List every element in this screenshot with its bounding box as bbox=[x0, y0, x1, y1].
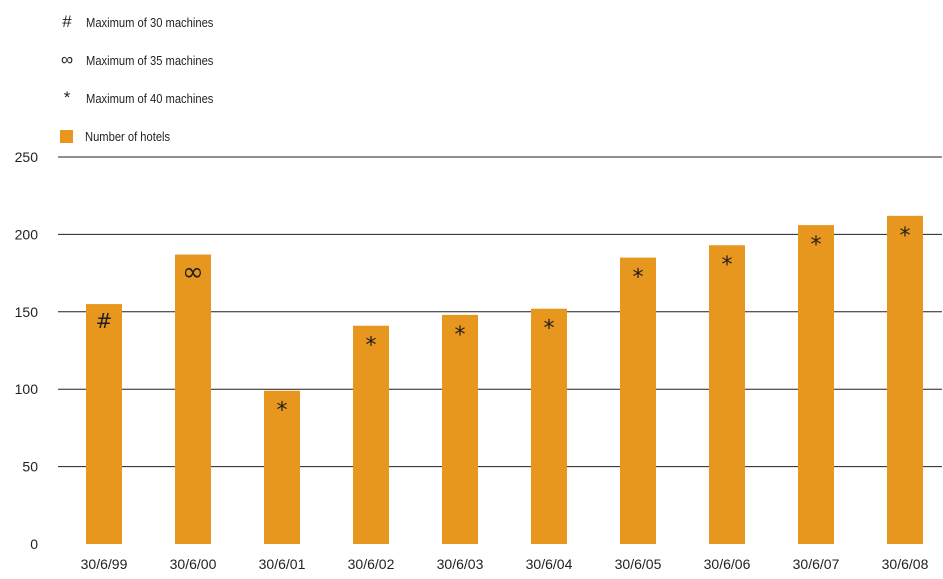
bar bbox=[709, 245, 745, 544]
asterisk-marker: * bbox=[277, 399, 288, 424]
x-tick-label: 30/6/01 bbox=[259, 556, 306, 572]
legend-item-40-machines: * Maximum of 40 machines bbox=[56, 88, 234, 108]
bar bbox=[86, 304, 122, 544]
bar bbox=[264, 390, 300, 544]
bar bbox=[798, 225, 834, 544]
bar bbox=[531, 308, 567, 544]
asterisk-marker: * bbox=[455, 323, 466, 348]
asterisk-marker: * bbox=[722, 253, 733, 278]
y-tick-label: 0 bbox=[30, 536, 38, 552]
legend-label: Maximum of 30 machines bbox=[86, 14, 214, 30]
legend-item-35-machines: ∞ Maximum of 35 machines bbox=[56, 50, 234, 70]
asterisk-marker: * bbox=[544, 317, 555, 342]
asterisk-marker: * bbox=[811, 233, 822, 258]
asterisk-marker: * bbox=[633, 266, 644, 291]
bar bbox=[887, 215, 923, 544]
legend-swatch bbox=[60, 129, 73, 143]
asterisk-marker: * bbox=[366, 334, 377, 359]
x-tick-label: 30/6/07 bbox=[793, 556, 840, 572]
y-tick-label: 200 bbox=[15, 226, 39, 242]
infinity-icon: ∞ bbox=[60, 50, 74, 69]
x-tick-label: 30/6/04 bbox=[526, 556, 573, 572]
bar bbox=[175, 254, 211, 545]
y-tick-label: 100 bbox=[15, 381, 39, 397]
x-tick-label: 30/6/99 bbox=[81, 556, 128, 572]
bar bbox=[620, 257, 656, 544]
legend-item-number-of-hotels: Number of hotels bbox=[56, 126, 184, 146]
y-tick-label: 250 bbox=[15, 149, 39, 165]
x-tick-label: 30/6/03 bbox=[437, 556, 484, 572]
legend-item-30-machines: # Maximum of 30 machines bbox=[56, 12, 234, 32]
hash-marker: # bbox=[96, 309, 113, 333]
bar bbox=[442, 314, 478, 544]
bar bbox=[353, 325, 389, 544]
infinity-marker: ∞ bbox=[182, 258, 204, 288]
asterisk-icon: * bbox=[63, 88, 71, 107]
legend-label: Maximum of 35 machines bbox=[86, 52, 214, 68]
legend-label: Maximum of 40 machines bbox=[86, 90, 214, 106]
x-tick-label: 30/6/06 bbox=[704, 556, 751, 572]
hash-icon: # bbox=[62, 12, 72, 31]
legend: # Maximum of 30 machines ∞ Maximum of 35… bbox=[0, 0, 400, 150]
legend-label: Number of hotels bbox=[85, 128, 171, 144]
y-tick-label: 50 bbox=[22, 459, 38, 475]
x-tick-label: 30/6/08 bbox=[882, 556, 929, 572]
y-tick-label: 150 bbox=[15, 304, 39, 320]
asterisk-marker: * bbox=[900, 224, 911, 249]
x-tick-label: 30/6/05 bbox=[615, 556, 662, 572]
x-tick-label: 30/6/00 bbox=[170, 556, 217, 572]
x-tick-label: 30/6/02 bbox=[348, 556, 395, 572]
